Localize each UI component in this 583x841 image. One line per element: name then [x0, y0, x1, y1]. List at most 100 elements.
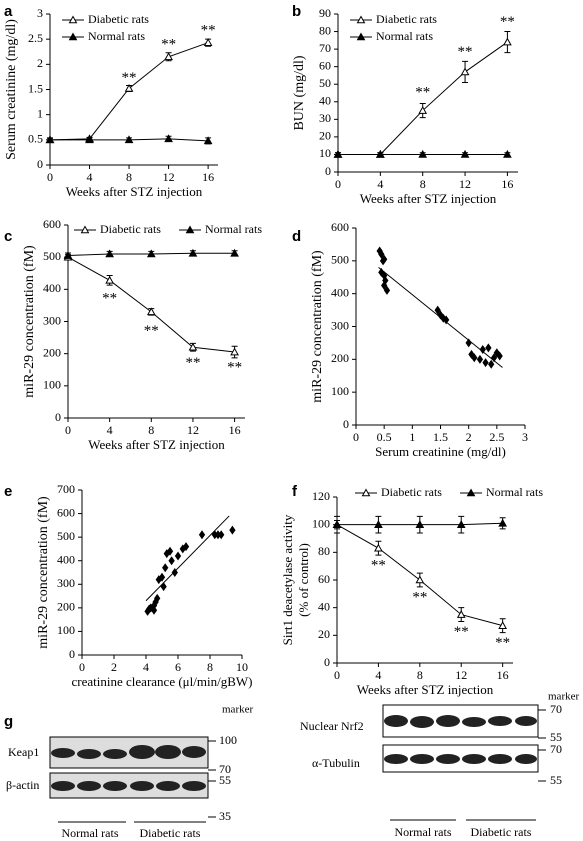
- x-tick-label: 0: [335, 177, 341, 191]
- legend-marker: [185, 225, 195, 234]
- blot-box: [382, 704, 539, 738]
- x-tick-label: 16: [497, 668, 509, 682]
- blot-row-label: Keap1: [8, 745, 39, 759]
- blot-row-label: Nuclear Nrf2: [300, 719, 364, 733]
- marker-title: marker: [222, 704, 253, 716]
- y-tick-label: 200: [43, 345, 61, 359]
- y-axis-label: Serum creatinine (mg/dl): [4, 19, 19, 160]
- legend-label: Normal rats: [376, 29, 433, 43]
- x-tick-label: 8: [148, 423, 154, 437]
- y-tick-label: 70: [319, 41, 331, 55]
- data-point: [124, 135, 134, 144]
- y-tick-label: 10: [319, 146, 331, 160]
- group-label: Diabetic rats: [140, 826, 201, 840]
- y-tick-label: 700: [57, 482, 75, 496]
- data-point: [503, 37, 512, 46]
- legend-marker: [68, 32, 78, 41]
- panel-label: b: [292, 3, 301, 20]
- data-point: [166, 546, 174, 556]
- y-tick-label: 100: [331, 384, 349, 398]
- data-point: [476, 354, 484, 364]
- x-tick-label: 0: [334, 668, 340, 682]
- panel: c 0 100 200 300 400 500 600 0 4 8 12 16 Weeks after S…: [4, 217, 262, 452]
- x-tick-label: 1: [409, 430, 415, 444]
- data-point: [146, 307, 156, 316]
- data-point: [105, 249, 114, 258]
- marker-label: 70: [550, 742, 562, 756]
- data-point: [333, 149, 343, 158]
- marker-label: 100: [219, 733, 237, 747]
- x-axis-label: Weeks after STZ injection: [357, 682, 494, 697]
- legend-label: Diabetic rats: [100, 222, 161, 236]
- data-point: [203, 136, 213, 145]
- data-point: [160, 582, 167, 592]
- data-point: [382, 276, 389, 286]
- data-point: [496, 351, 503, 361]
- x-tick-label: 0: [65, 423, 71, 437]
- annotation: **: [161, 37, 176, 53]
- blot-box: [49, 772, 209, 799]
- panel: d 0 100 200 300 400 500 600 0 0.5 1 1.5 2 2.5 3 Serum c…: [292, 220, 528, 459]
- y-tick-label: 200: [57, 600, 75, 614]
- y-tick-label: 0: [69, 647, 75, 661]
- y-tick-label: 2: [37, 56, 43, 70]
- y-axis-label: BUN (mg/dl): [292, 55, 307, 130]
- x-tick-label: 8: [207, 660, 213, 674]
- data-point: [164, 134, 173, 143]
- data-point: [379, 256, 387, 266]
- legend-label: Diabetic rats: [376, 12, 437, 26]
- x-tick-label: 8: [420, 177, 426, 191]
- annotation: **: [371, 558, 386, 574]
- y-tick-label: 400: [331, 285, 349, 299]
- annotation: **: [201, 23, 216, 39]
- annotation: **: [185, 355, 200, 371]
- y-axis-label: miR-29 concentration (fM): [310, 250, 325, 403]
- group-label: Diabetic rats: [471, 825, 532, 839]
- x-tick-label: 4: [87, 170, 93, 184]
- y-tick-label: 500: [331, 253, 349, 267]
- panel: e 0 100 200 300 400 500 600 700 0 2 4 6 8 10creatinine…: [4, 482, 252, 689]
- x-tick-label: 8: [417, 668, 423, 682]
- y-tick-label: 50: [319, 76, 331, 90]
- x-axis-label: Serum creatinine (mg/dl): [375, 444, 506, 459]
- data-point: [198, 530, 206, 540]
- annotation: **: [454, 624, 469, 640]
- y-tick-label: 100: [43, 378, 61, 392]
- legend-marker: [356, 15, 366, 24]
- x-tick-label: 10: [236, 660, 248, 674]
- x-tick-label: 4: [375, 668, 381, 682]
- data-point: [437, 310, 444, 320]
- x-axis-label: Weeks after STZ injection: [88, 437, 225, 452]
- annotation: **: [495, 635, 510, 651]
- fit-line: [145, 515, 230, 602]
- legend-label: Normal rats: [486, 485, 543, 499]
- x-tick-label: 2: [466, 430, 472, 444]
- legend-label: Diabetic rats: [381, 485, 442, 499]
- x-tick-label: 0: [47, 170, 53, 184]
- panel-label: g: [4, 713, 13, 730]
- legend-marker: [466, 488, 476, 497]
- y-tick-label: 600: [331, 220, 349, 234]
- data-point: [482, 358, 489, 368]
- x-tick-label: 16: [202, 170, 214, 184]
- y-tick-label: 3: [37, 6, 43, 20]
- data-point: [164, 52, 173, 61]
- blot-box: [382, 744, 539, 773]
- x-tick-label: 0.5: [377, 430, 392, 444]
- y-tick-label: 300: [43, 313, 61, 327]
- data-point: [479, 344, 486, 354]
- panel-label: d: [292, 228, 301, 245]
- y-axis-label: Sirt1 deacetylase activity: [280, 514, 295, 645]
- bands: [51, 715, 537, 791]
- y-tick-label: 60: [318, 572, 330, 586]
- data-point: [460, 149, 470, 158]
- data-point: [332, 520, 342, 528]
- y-axis-label: miR-29 concentration (fM): [36, 496, 51, 649]
- panel-g: g Keap1 β-actin marker 100 70 55 35 Norm…: [4, 691, 579, 840]
- x-axis-label: Weeks after STZ injection: [360, 191, 497, 206]
- y-tick-label: 80: [318, 544, 330, 558]
- y-tick-label: 400: [57, 552, 75, 566]
- panel-label: c: [4, 228, 12, 245]
- x-tick-label: 4: [377, 177, 383, 191]
